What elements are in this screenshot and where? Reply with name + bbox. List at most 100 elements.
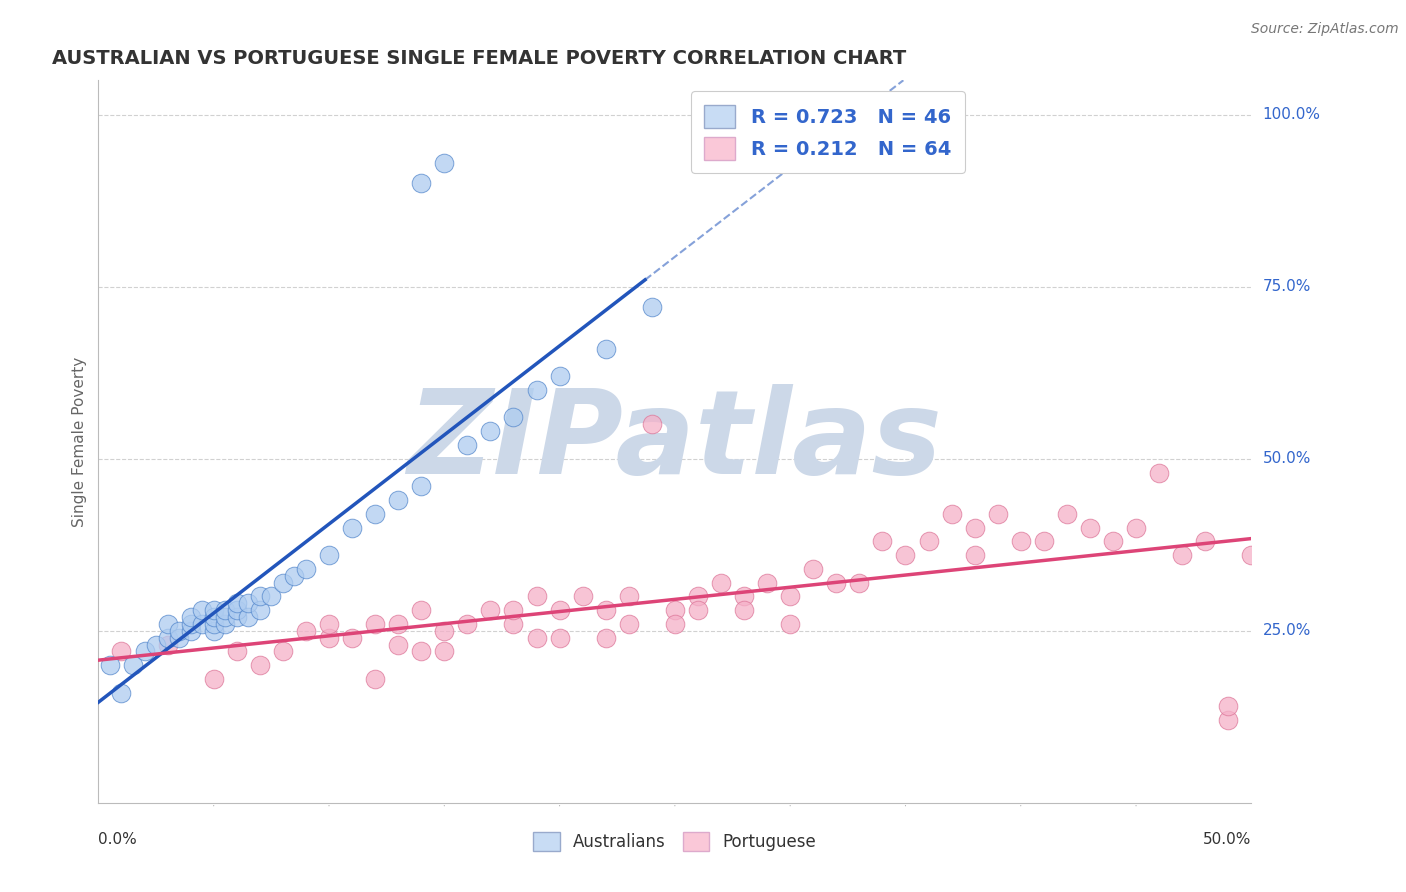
Point [848,575,870,590]
Point [1010,534,1032,549]
Text: 50.0%: 50.0% [1204,831,1251,847]
Point [225,644,247,658]
Point [779,590,801,604]
Point [1218,699,1240,714]
Point [387,616,409,631]
Point [548,369,571,384]
Point [987,507,1010,521]
Point [595,342,617,356]
Point [963,548,986,562]
Point [1125,520,1147,534]
Point [433,624,456,638]
Point [456,616,478,631]
Point [1078,520,1101,534]
Point [202,610,225,624]
Point [167,624,190,638]
Point [271,575,294,590]
Point [433,156,456,170]
Point [686,603,709,617]
Point [249,658,271,673]
Point [411,177,433,191]
Point [202,624,225,638]
Point [456,438,478,452]
Text: 75.0%: 75.0% [1263,279,1310,294]
Point [191,616,214,631]
Point [641,301,664,315]
Point [364,616,387,631]
Point [110,686,132,700]
Point [180,624,202,638]
Point [595,603,617,617]
Point [318,631,340,645]
Point [1102,534,1125,549]
Point [318,548,340,562]
Point [526,383,548,397]
Point [548,603,571,617]
Point [122,658,145,673]
Point [202,672,225,686]
Point [710,575,733,590]
Text: 0.0%: 0.0% [98,831,138,847]
Point [1147,466,1170,480]
Point [134,644,156,658]
Point [664,603,686,617]
Point [238,610,260,624]
Point [617,616,640,631]
Point [167,631,190,645]
Point [1171,548,1194,562]
Point [872,534,894,549]
Point [180,616,202,631]
Point [479,424,502,438]
Point [318,616,340,631]
Point [156,616,179,631]
Point [249,603,271,617]
Point [686,590,709,604]
Text: ZIPatlas: ZIPatlas [408,384,942,499]
Point [295,562,318,576]
Point [340,520,363,534]
Point [225,596,247,610]
Point [502,616,524,631]
Point [664,616,686,631]
Point [779,616,801,631]
Point [364,507,387,521]
Point [156,631,179,645]
Point [98,658,121,673]
Point [411,603,433,617]
Text: Source: ZipAtlas.com: Source: ZipAtlas.com [1251,22,1399,37]
Point [641,417,664,432]
Point [202,603,225,617]
Point [191,603,214,617]
Point [156,638,179,652]
Point [214,603,236,617]
Point [571,590,593,604]
Point [1194,534,1216,549]
Point [479,603,502,617]
Point [526,590,548,604]
Point [1218,713,1240,727]
Point [145,638,167,652]
Text: AUSTRALIAN VS PORTUGUESE SINGLE FEMALE POVERTY CORRELATION CHART: AUSTRALIAN VS PORTUGUESE SINGLE FEMALE P… [52,48,907,68]
Point [387,638,409,652]
Point [963,520,986,534]
Point [1056,507,1078,521]
Legend: Australians, Portuguese: Australians, Portuguese [524,823,825,860]
Point [202,616,225,631]
Point [733,603,755,617]
Point [283,568,305,582]
Point [295,624,318,638]
Point [364,672,387,686]
Point [756,575,779,590]
Point [411,644,433,658]
Point [526,631,548,645]
Point [617,590,640,604]
Point [1032,534,1054,549]
Text: 50.0%: 50.0% [1263,451,1310,467]
Point [238,596,260,610]
Point [214,610,236,624]
Point [249,590,271,604]
Point [733,590,755,604]
Point [502,603,524,617]
Point [502,410,524,425]
Point [225,603,247,617]
